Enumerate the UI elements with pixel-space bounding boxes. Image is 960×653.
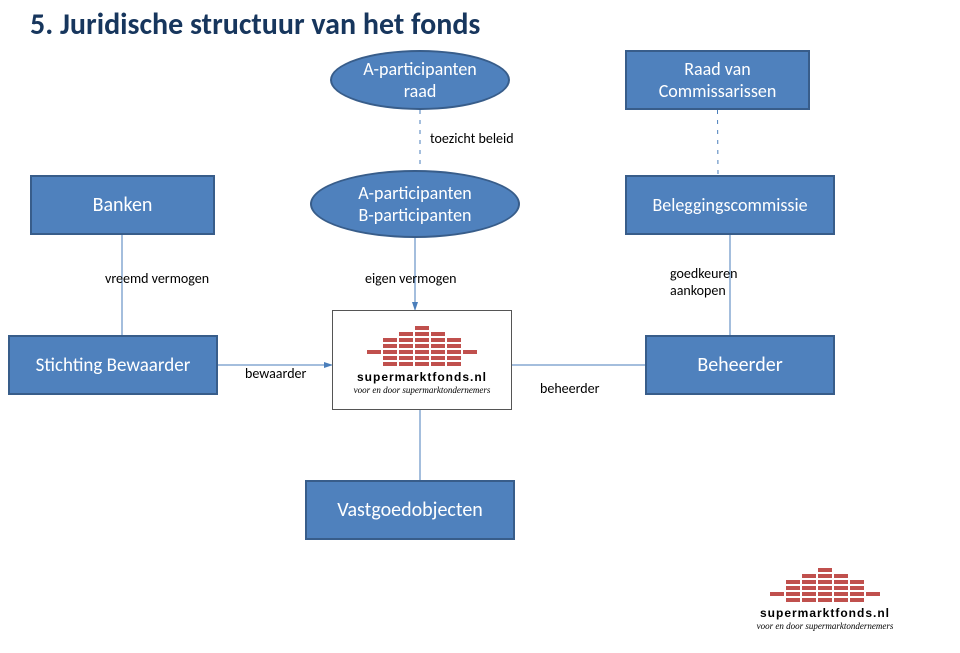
logo-text-sub: voor en door supermarktondernemers — [354, 385, 491, 395]
node-participanten-ab: A-participanten B-participanten — [310, 170, 520, 238]
label-eigen-vermogen: eigen vermogen — [365, 270, 457, 287]
bricks-icon — [367, 326, 477, 366]
label-beheerder: beheerder — [540, 380, 600, 397]
node-line: Vastgoedobjecten — [337, 498, 483, 522]
logo-supermarktfonds: supermarktfonds.nl voor en door supermar… — [332, 310, 512, 410]
logo-text-sub: voor en door supermarktondernemers — [757, 621, 894, 631]
node-line: Banken — [93, 193, 153, 217]
node-line: A-participanten — [363, 58, 477, 80]
node-stichting-bewaarder: Stichting Bewaarder — [8, 335, 218, 395]
node-beleggingscommissie: Beleggingscommissie — [625, 175, 835, 235]
node-line: Beheerder — [697, 353, 782, 377]
label-bewaarder: bewaarder — [245, 365, 306, 382]
node-line: Raad van — [684, 58, 751, 80]
node-raad-commissarissen: Raad van Commissarissen — [625, 50, 810, 110]
node-banken: Banken — [30, 175, 215, 235]
node-line: A-participanten — [358, 182, 472, 204]
node-line: Stichting Bewaarder — [36, 354, 191, 377]
node-beheerder: Beheerder — [645, 335, 835, 395]
node-line: B-participanten — [358, 204, 471, 226]
node-vastgoedobjecten: Vastgoedobjecten — [305, 480, 515, 540]
node-participanten-raad: A-participanten raad — [330, 50, 510, 110]
label-vreemd-vermogen: vreemd vermogen — [105, 270, 209, 287]
node-line: Beleggingscommissie — [652, 194, 807, 216]
label-goedkeuren: goedkeuren — [670, 265, 737, 282]
logo-text-main: supermarktfonds.nl — [357, 370, 487, 384]
logo-text-main: supermarktfonds.nl — [760, 606, 890, 620]
bricks-icon — [770, 568, 880, 602]
node-line: Commissarissen — [659, 80, 777, 102]
label-toezicht-beleid: toezicht beleid — [430, 130, 514, 147]
page-title: 5. Juridische structuur van het fonds — [30, 6, 480, 43]
label-aankopen: aankopen — [670, 282, 726, 299]
logo-supermarktfonds-footer: supermarktfonds.nl voor en door supermar… — [720, 560, 930, 638]
node-line: raad — [404, 80, 437, 102]
